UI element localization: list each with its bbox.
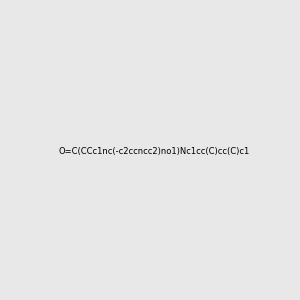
Text: O=C(CCc1nc(-c2ccncc2)no1)Nc1cc(C)cc(C)c1: O=C(CCc1nc(-c2ccncc2)no1)Nc1cc(C)cc(C)c1 [58,147,249,156]
